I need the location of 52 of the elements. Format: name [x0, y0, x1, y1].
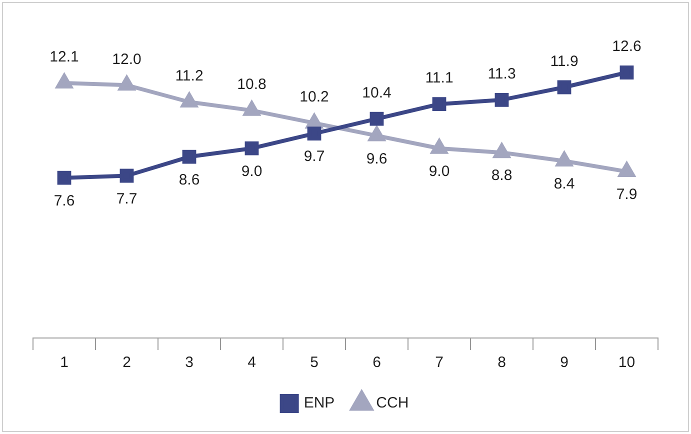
point [494, 92, 509, 107]
point [557, 80, 572, 94]
x-tick-label: 1 [60, 354, 68, 372]
data-label: 10.2 [300, 88, 329, 106]
point [244, 141, 259, 156]
x-tick-label: 9 [560, 354, 568, 372]
data-label: 10.4 [362, 84, 392, 102]
data-label: 8.8 [491, 167, 512, 184]
data-label: 9.0 [428, 163, 450, 180]
point [370, 112, 384, 126]
point [244, 101, 260, 116]
point [307, 126, 322, 141]
point [181, 93, 198, 108]
data-label: 12.1 [50, 48, 79, 66]
data-label: 9.6 [366, 150, 388, 168]
data-label: 9.7 [304, 148, 325, 166]
x-tick-label: 4 [248, 354, 256, 372]
point [431, 139, 448, 154]
x-tick-label: 3 [185, 354, 194, 372]
point [432, 97, 446, 112]
point [620, 66, 634, 80]
point [494, 144, 510, 158]
data-label: 12.6 [612, 38, 642, 56]
x-tick-label: 2 [122, 354, 131, 372]
data-label: 10.8 [237, 76, 266, 94]
legend-label: ENP [304, 394, 335, 412]
legend-label: CCH [376, 394, 409, 412]
x-tick-label: 5 [310, 354, 318, 372]
data-label: 11.1 [425, 70, 454, 87]
point [618, 162, 635, 178]
data-label: 12.0 [112, 50, 142, 68]
x-tick-label: 8 [498, 354, 506, 372]
data-label: 7.7 [116, 190, 138, 208]
point [118, 76, 135, 91]
data-label: 11.2 [175, 68, 204, 85]
x-tick-label: 10 [618, 354, 636, 372]
point [368, 126, 385, 142]
data-label: 9.0 [241, 163, 262, 180]
point [306, 114, 322, 129]
x-tick-label: 7 [435, 354, 444, 372]
data-label: 11.9 [550, 52, 578, 70]
data-label: 11.3 [488, 66, 516, 83]
data-label: 8.6 [178, 171, 200, 188]
point [56, 74, 72, 89]
point [182, 150, 196, 164]
point [556, 152, 572, 166]
data-label: 7.6 [54, 192, 75, 210]
x-tick-label: 6 [372, 354, 381, 372]
point [120, 168, 134, 183]
data-label: 7.9 [616, 186, 638, 204]
data-label: 8.4 [554, 176, 575, 193]
point [57, 170, 72, 185]
